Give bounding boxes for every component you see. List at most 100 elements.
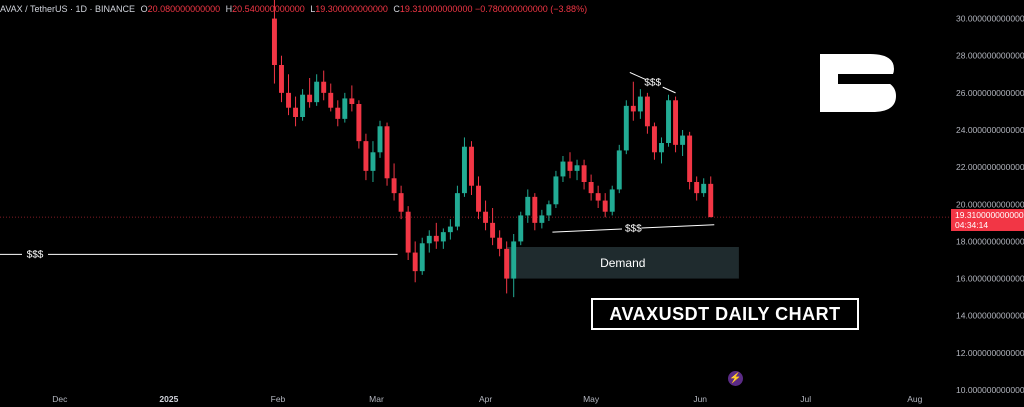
annotations-layer: $$$ $$$ $$$ — [0, 71, 715, 260]
candle-body — [588, 182, 594, 194]
candle-body — [440, 232, 446, 242]
candle-body — [377, 126, 383, 153]
candle-body — [384, 126, 390, 179]
candle-body — [546, 204, 552, 216]
y-tick-label: 14.000000000000 — [956, 311, 1024, 321]
symbol-name[interactable]: AVAX / TetherUS · 1D · BINANCE — [0, 4, 136, 14]
x-tick-label: May — [583, 394, 600, 404]
demand-zone-label: Demand — [600, 256, 645, 270]
open-label: O — [140, 4, 148, 14]
candle-body — [483, 211, 489, 223]
y-tick-label: 20.000000000000 — [956, 199, 1024, 209]
candle-body — [349, 98, 355, 104]
candle-body — [321, 81, 327, 93]
candle-body — [553, 176, 559, 205]
candle-body — [504, 248, 510, 279]
candle-body — [595, 193, 601, 201]
candle-body — [293, 107, 299, 117]
candle-body — [454, 193, 460, 227]
candle-body — [356, 104, 362, 142]
open-value: 20.080000000000 — [147, 4, 221, 14]
candle-body — [616, 150, 622, 190]
candle-body — [271, 18, 277, 66]
candle-body — [532, 196, 538, 223]
y-tick-label: 10.000000000000 — [956, 385, 1024, 395]
liquidity-low-label: $$$ — [625, 223, 642, 234]
candle-body — [651, 126, 657, 153]
x-tick-label: Aug — [907, 394, 922, 404]
y-tick-label: 22.000000000000 — [956, 162, 1024, 172]
liquidity-high-line — [629, 71, 647, 81]
candle-body — [447, 226, 453, 233]
candle-body — [363, 141, 369, 171]
candle-body — [286, 92, 291, 108]
high-label: H — [225, 4, 233, 14]
candle-body — [581, 165, 587, 182]
candle-body — [659, 143, 664, 153]
liquidity-high-label: $$$ — [644, 78, 661, 89]
candle-body — [708, 183, 714, 218]
current-price-tag: 19.310000000000 04:34:14 — [951, 209, 1024, 231]
chart-title-box: AVAXUSDT DAILY CHART — [591, 298, 859, 330]
x-tick-label: Apr — [479, 394, 492, 404]
candle-body — [342, 98, 348, 119]
candle-body — [391, 178, 397, 194]
liquidity-left-label: $$$ — [27, 249, 44, 260]
candle-countdown: 04:34:14 — [955, 220, 989, 230]
y-tick-label: 18.000000000000 — [956, 236, 1024, 246]
candle-body — [567, 161, 573, 171]
candle-body — [433, 235, 439, 242]
candle-body — [490, 222, 496, 238]
candle-body — [497, 237, 503, 249]
change-value: −0.780000000000 (−3.88%) — [474, 4, 588, 14]
y-tick-label: 28.000000000000 — [956, 51, 1024, 61]
candle-body — [461, 146, 467, 194]
lightning-icon[interactable]: ⚡ — [728, 371, 743, 386]
candle-body — [370, 152, 376, 171]
y-tick-label: 12.000000000000 — [956, 348, 1024, 358]
candle-body — [511, 241, 517, 279]
candle-body — [335, 107, 341, 119]
candle-body — [673, 100, 679, 145]
liquidity-low-line — [552, 228, 623, 233]
candle-body — [398, 193, 404, 212]
y-tick-label: 26.000000000000 — [956, 88, 1024, 98]
candle-body — [419, 243, 425, 272]
candle-body — [476, 185, 481, 212]
x-tick-label: Jun — [693, 394, 707, 404]
x-tick-label: Feb — [271, 394, 286, 404]
candle-body — [405, 211, 411, 253]
brand-logo-icon — [820, 54, 896, 112]
candle-body — [701, 183, 707, 194]
close-value: 19.310000000000 — [399, 4, 473, 14]
candle-body — [518, 215, 524, 242]
brand-logo — [820, 54, 896, 117]
candle-body — [525, 196, 531, 216]
candle-body — [279, 65, 284, 93]
candle-body — [680, 135, 686, 145]
candle-body — [300, 94, 306, 117]
candle-body — [694, 182, 700, 194]
current-price-value: 19.310000000000 — [955, 210, 1024, 220]
x-tick-label: 2025 — [159, 394, 178, 404]
candle-body — [560, 161, 566, 177]
x-tick-label: Dec — [52, 394, 68, 404]
candle-body — [630, 105, 636, 112]
candles-layer: Demand — [0, 0, 950, 298]
symbol-header: AVAX / TetherUS · 1D · BINANCE O20.08000… — [0, 4, 587, 14]
y-tick-label: 24.000000000000 — [956, 125, 1024, 135]
demand-zone — [506, 247, 739, 279]
candle-body — [609, 189, 615, 212]
candle-body — [539, 215, 545, 223]
candle-body — [469, 146, 474, 186]
candle-body — [637, 96, 643, 112]
candle-body — [602, 200, 608, 212]
candle-body — [328, 92, 334, 108]
low-value: 19.300000000000 — [315, 4, 388, 14]
candle-body — [666, 100, 671, 143]
candle-body — [623, 105, 629, 151]
axes-layer: 30.000000000000 28.000000000000 26.0000000… — [52, 14, 1024, 404]
low-label: L — [310, 4, 316, 14]
candle-body — [426, 235, 432, 244]
